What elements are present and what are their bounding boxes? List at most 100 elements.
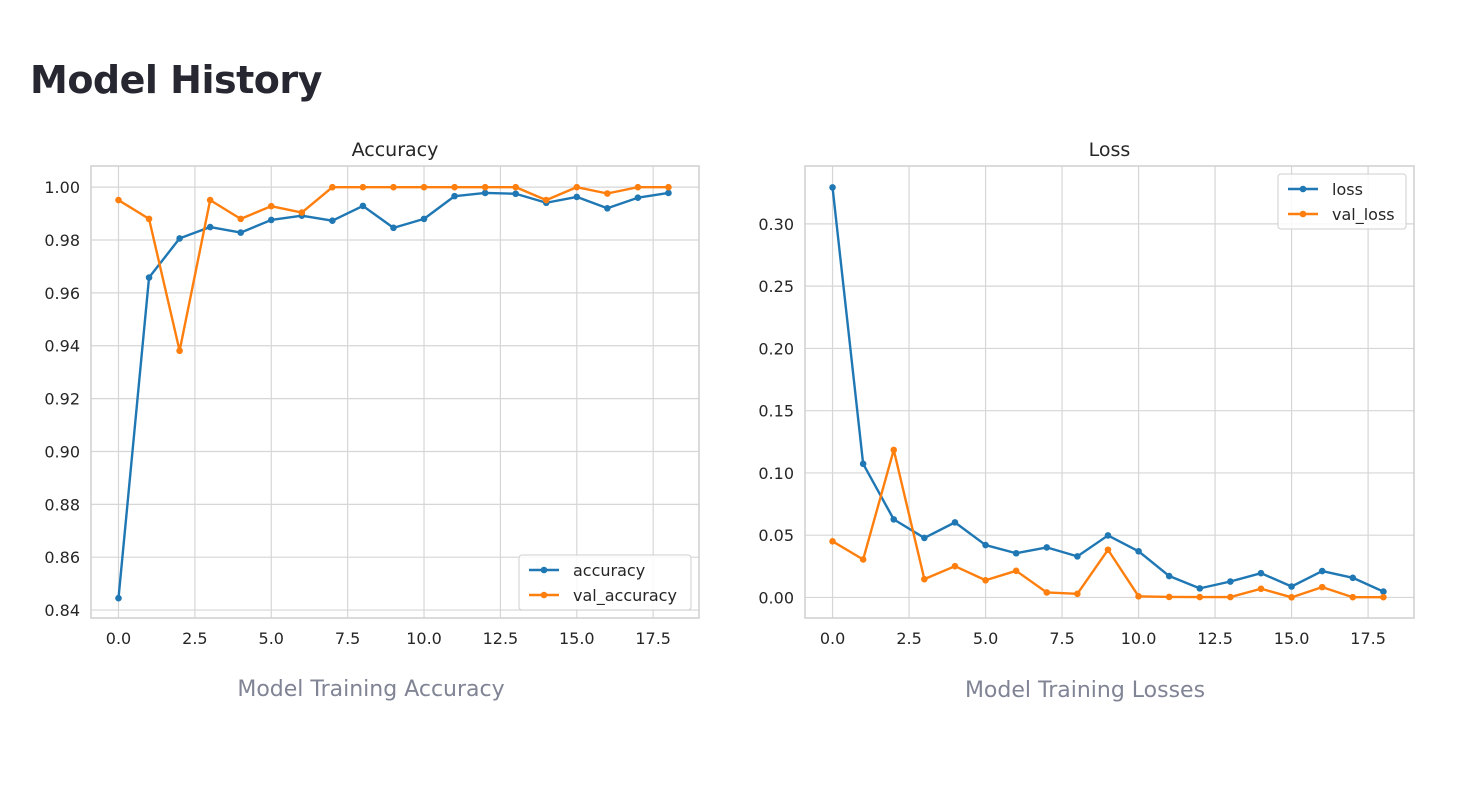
data-point-accuracy [206, 223, 214, 231]
loss-chart-title: Loss [1089, 139, 1131, 161]
accuracy-xtick-label: 0.0 [106, 629, 131, 648]
data-point-val_loss [1380, 593, 1387, 601]
data-point-accuracy [573, 193, 581, 201]
series-line-val_accuracy [117, 185, 669, 352]
data-point-val_accuracy [359, 183, 367, 191]
data-point-val_loss [1135, 593, 1142, 600]
data-point-loss [982, 541, 989, 549]
loss-legend: loss val_loss [1277, 173, 1407, 230]
data-point-val_loss [921, 575, 928, 583]
accuracy-xtick-label: 10.0 [406, 629, 442, 648]
data-point-loss [1227, 578, 1234, 585]
data-point-val_accuracy [206, 196, 214, 204]
data-point-loss [1104, 532, 1112, 539]
data-point-val_accuracy [542, 196, 550, 204]
data-point-accuracy [237, 229, 245, 236]
series-line-accuracy [117, 191, 669, 599]
loss-ytick-label: 0.15 [758, 402, 794, 421]
accuracy-xtick-label: 17.5 [635, 629, 671, 648]
accuracy-ytick-label: 0.98 [44, 231, 80, 250]
data-point-accuracy [390, 224, 397, 232]
legend-marker-accuracy [540, 566, 548, 574]
data-point-val_accuracy [634, 183, 642, 191]
data-point-val_accuracy [115, 196, 122, 204]
accuracy-ytick-label: 0.94 [44, 337, 80, 356]
data-point-val_loss [951, 562, 959, 570]
data-point-val_accuracy [267, 202, 275, 210]
data-point-loss [1074, 553, 1081, 560]
accuracy-chart: 0.0 2.5 5.0 7.5 10.0 12.5 15.0 17.5 0.84 0.86 0.88… [44, 139, 700, 648]
loss-xtick-label: 7.5 [1049, 629, 1074, 648]
page-title: Model History [30, 58, 322, 102]
data-point-val_accuracy [329, 183, 336, 191]
data-point-val_loss [1257, 585, 1265, 593]
series-line-loss [831, 187, 1384, 593]
data-point-loss [1288, 583, 1295, 590]
data-point-accuracy [115, 594, 122, 602]
data-point-accuracy [481, 189, 489, 197]
legend-label-val_loss: val_loss [1332, 205, 1395, 225]
data-point-loss [1043, 544, 1051, 551]
data-point-loss [1349, 574, 1357, 582]
accuracy-ytick-label: 1.00 [44, 178, 80, 197]
data-point-val_accuracy [176, 347, 183, 355]
data-point-loss [951, 519, 959, 526]
data-point-val_accuracy [420, 183, 428, 191]
accuracy-legend: accuracy val_accuracy [518, 554, 692, 611]
accuracy-ytick-label: 0.84 [44, 601, 80, 620]
data-point-val_loss [1165, 593, 1173, 601]
data-point-accuracy [267, 216, 275, 224]
legend-label-val_accuracy: val_accuracy [573, 586, 677, 606]
data-point-val_loss [1043, 589, 1051, 596]
data-point-loss [1165, 572, 1173, 580]
loss-ytick-label: 0.30 [758, 215, 794, 234]
data-point-accuracy [604, 204, 611, 212]
loss-xtick-label: 0.0 [820, 629, 845, 648]
data-point-val_accuracy [145, 215, 153, 223]
data-point-val_loss [982, 576, 989, 584]
caption-accuracy: Model Training Accuracy [237, 677, 505, 702]
data-point-loss [1257, 569, 1265, 577]
loss-chart: 0.0 2.5 5.0 7.5 10.0 12.5 15.0 17.5 0.00 0.05 0.10… [758, 139, 1415, 648]
data-point-val_loss [859, 556, 867, 563]
series-line-val_loss [831, 448, 1384, 599]
loss-xtick-label: 15.0 [1274, 629, 1310, 648]
data-point-val_accuracy [573, 183, 581, 191]
data-point-val_loss [829, 537, 836, 545]
data-point-val_accuracy [665, 183, 672, 191]
data-point-val_accuracy [237, 215, 245, 223]
data-point-val_accuracy [604, 190, 611, 197]
data-point-loss [1196, 585, 1204, 592]
data-point-val_accuracy [390, 183, 397, 191]
accuracy-legend-box [518, 554, 692, 611]
loss-ytick-label: 0.25 [758, 277, 794, 296]
data-point-loss [1012, 549, 1020, 557]
loss-ytick-label: 0.20 [758, 339, 794, 358]
data-point-val_loss [1318, 583, 1326, 591]
data-point-val_accuracy [298, 209, 306, 216]
data-point-val_loss [1104, 546, 1112, 554]
data-point-val_accuracy [481, 183, 489, 191]
data-point-val_loss [1012, 567, 1020, 575]
legend-marker-loss [1299, 185, 1307, 193]
legend-label-accuracy: accuracy [573, 561, 645, 580]
data-point-accuracy [512, 190, 519, 198]
data-point-loss [1135, 547, 1142, 555]
loss-xtick-label: 12.5 [1197, 629, 1233, 648]
accuracy-xtick-label: 15.0 [559, 629, 595, 648]
legend-marker-val_loss [1299, 210, 1307, 218]
data-point-val_loss [1349, 593, 1357, 601]
data-point-loss [1380, 588, 1387, 595]
legend-marker-val_accuracy [540, 591, 548, 599]
caption-losses: Model Training Losses [964, 678, 1206, 703]
data-point-val_loss [1288, 594, 1295, 601]
data-point-loss [829, 184, 836, 191]
data-point-accuracy [451, 192, 458, 200]
loss-xtick-label: 10.0 [1121, 629, 1157, 648]
data-point-accuracy [145, 274, 153, 281]
accuracy-ytick-label: 0.96 [44, 284, 80, 303]
data-point-val_loss [1074, 590, 1081, 598]
accuracy-xtick-label: 12.5 [483, 629, 519, 648]
accuracy-xtick-label: 5.0 [259, 629, 284, 648]
legend-label-loss: loss [1332, 180, 1363, 199]
